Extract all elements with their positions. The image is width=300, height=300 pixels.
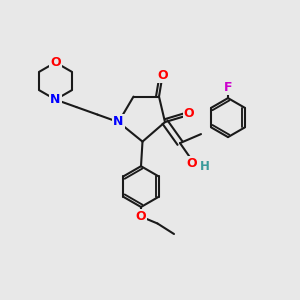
Text: O: O (136, 210, 146, 223)
Text: F: F (224, 81, 232, 94)
Text: O: O (187, 157, 197, 170)
Text: H: H (200, 160, 210, 173)
Text: N: N (113, 115, 124, 128)
Text: N: N (50, 93, 61, 106)
Text: O: O (50, 56, 61, 69)
Text: O: O (157, 68, 168, 82)
Text: O: O (184, 107, 194, 120)
